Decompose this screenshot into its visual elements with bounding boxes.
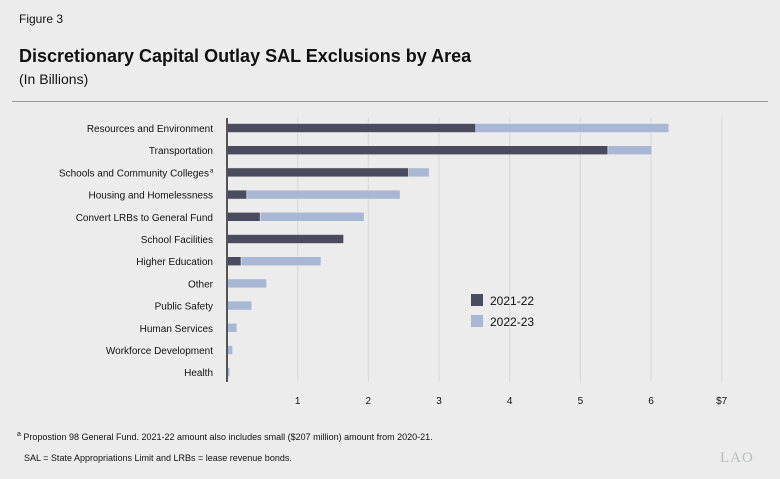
x-tick-label: 5 [578,396,584,407]
legend-label: 2022-23 [490,315,534,329]
chart-subtitle: (In Billions) [19,71,89,87]
legend-swatch [471,315,483,327]
category-label: Workforce Development [106,346,213,357]
bar-2021-22 [226,145,609,155]
category-label: Resources and Environment [87,124,213,135]
bar-2022-23 [475,123,669,133]
x-tick-label: 4 [507,396,513,407]
bar-2022-23 [226,278,267,289]
footnote-marker: a [17,431,21,438]
category-label: Human Services [140,324,213,335]
category-label: Public Safety [155,302,213,313]
category-label: Higher Education [136,257,213,268]
bar-2022-23 [226,300,253,311]
category-label: Health [184,368,213,379]
category-label: Housing and Homelessness [88,191,213,202]
bar-2022-23 [246,189,401,200]
bar-2021-22 [226,256,242,267]
bar-2021-22 [226,167,409,178]
category-label: Convert LRBs to General Fund [76,213,213,224]
category-label: Other [188,279,214,290]
category-label: Transportation [149,146,213,157]
bar-2022-23 [259,212,365,222]
lao-logo: LAO [720,450,754,466]
bar-2022-23 [607,145,653,155]
category-label: Schools and Community Colleges [59,168,209,179]
legend-label: 2021-22 [490,294,534,308]
x-tick-label: $7 [716,396,728,407]
footnote-a-text: Propostion 98 General Fund. 2021-22 amou… [23,432,433,442]
bar-2021-22 [226,234,344,244]
category-superscript: a [210,168,214,174]
x-tick-label: 3 [436,396,442,407]
bar-2022-23 [240,256,322,267]
x-tick-label: 2 [366,396,372,407]
bar-2021-22 [226,189,248,200]
legend-swatch [471,294,483,306]
footnote-abbrev: SAL = State Appropriations Limit and LRB… [24,453,292,463]
footnote-a: a Propostion 98 General Fund. 2021-22 am… [17,431,433,442]
bar-2022-23 [408,167,430,178]
x-tick-label: 1 [295,396,301,407]
chart-title: Discretionary Capital Outlay SAL Exclusi… [19,46,472,66]
x-tick-label: 6 [648,396,654,407]
category-label: School Facilities [141,235,213,246]
bar-2021-22 [226,123,477,133]
bar-2021-22 [226,212,261,222]
bar-2022-23 [226,322,238,333]
divider [12,101,768,102]
figure-label: Figure 3 [19,12,64,26]
